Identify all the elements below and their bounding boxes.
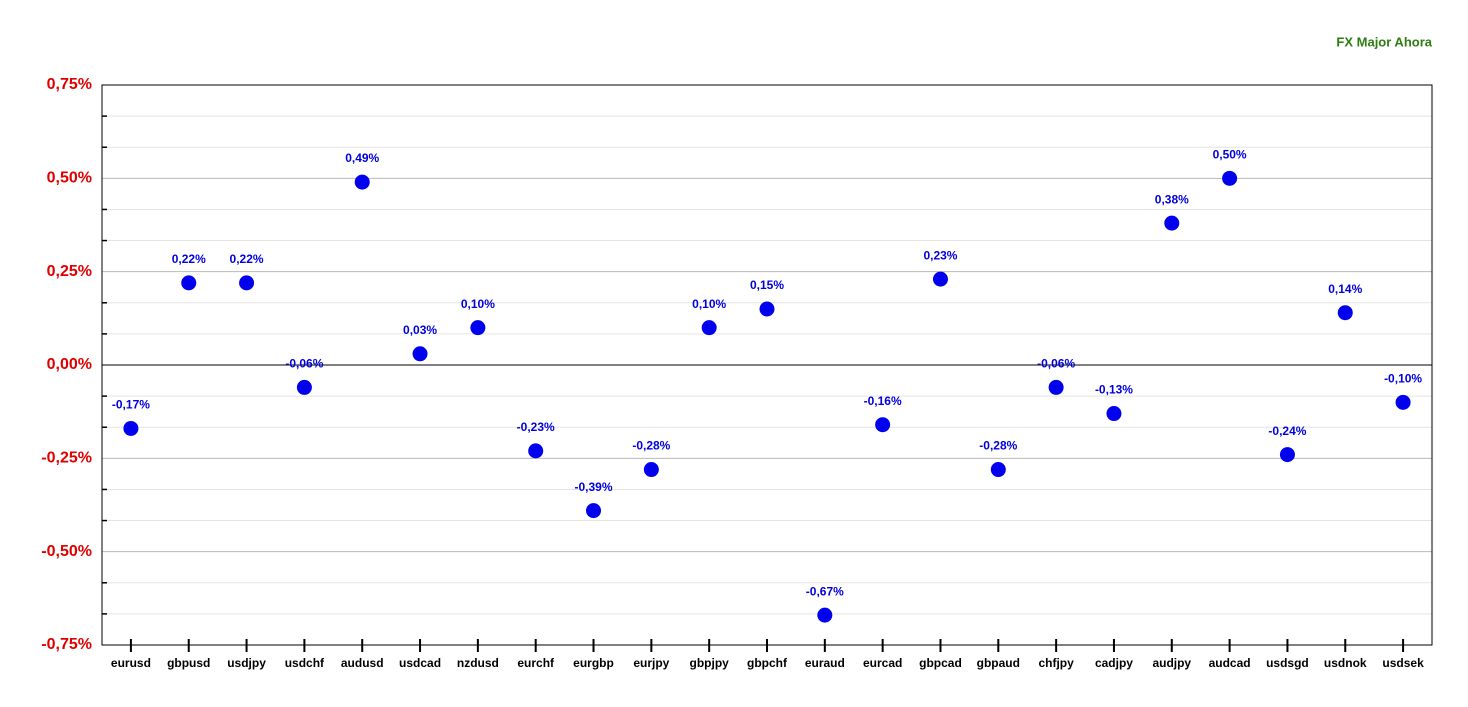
- value-label: -0,06%: [285, 357, 323, 371]
- dot: [354, 174, 370, 190]
- value-label: 0,22%: [230, 252, 264, 266]
- dot: [1395, 394, 1411, 410]
- value-label: -0,17%: [112, 398, 150, 412]
- dot: [643, 462, 659, 478]
- value-label: -0,23%: [517, 420, 555, 434]
- y-tick-label: 0,25%: [47, 263, 92, 280]
- value-label: 0,23%: [923, 248, 957, 262]
- value-label: 0,50%: [1213, 148, 1247, 162]
- x-tick-label: usdnok: [1324, 656, 1367, 670]
- dot: [181, 275, 197, 291]
- dot: [932, 271, 948, 287]
- x-tick-label: audcad: [1209, 656, 1251, 670]
- x-tick-label: eurusd: [111, 656, 151, 670]
- x-tick-label: chfjpy: [1038, 656, 1074, 670]
- dot: [1048, 379, 1064, 395]
- dot: [1279, 447, 1295, 463]
- chart-title: FX Major Ahora: [1336, 34, 1432, 49]
- dot: [470, 320, 486, 336]
- x-tick-label: gbpaud: [977, 656, 1020, 670]
- value-label: -0,28%: [632, 439, 670, 453]
- dot: [1106, 406, 1122, 422]
- dot: [123, 420, 139, 436]
- dot: [1337, 305, 1353, 321]
- x-tick-label: usdsek: [1382, 656, 1424, 670]
- y-tick-label: 0,50%: [47, 170, 92, 187]
- x-tick-label: nzdusd: [457, 656, 499, 670]
- dot: [1222, 170, 1238, 186]
- value-label: 0,15%: [750, 278, 784, 292]
- y-tick-label: 0,00%: [47, 356, 92, 373]
- value-label: -0,67%: [806, 584, 844, 598]
- x-tick-label: gbpchf: [747, 656, 788, 670]
- y-tick-label: -0,25%: [41, 450, 92, 467]
- x-tick-label: eurjpy: [633, 656, 669, 670]
- x-tick-label: gbpcad: [919, 656, 962, 670]
- x-tick-label: audjpy: [1152, 656, 1191, 670]
- x-tick-label: eurcad: [863, 656, 902, 670]
- x-tick-label: euraud: [805, 656, 845, 670]
- value-label: -0,13%: [1095, 383, 1133, 397]
- dot: [239, 275, 255, 291]
- dot: [296, 379, 312, 395]
- value-label: -0,10%: [1384, 372, 1422, 386]
- x-tick-label: eurchf: [517, 656, 555, 670]
- x-tick-label: gbpusd: [167, 656, 210, 670]
- value-label: -0,24%: [1268, 424, 1306, 438]
- dot: [759, 301, 775, 317]
- value-label: 0,03%: [403, 323, 437, 337]
- x-tick-label: audusd: [341, 656, 384, 670]
- x-tick-label: usdsgd: [1266, 656, 1309, 670]
- x-tick-label: usdjpy: [227, 656, 266, 670]
- y-tick-label: -0,75%: [41, 636, 92, 653]
- x-tick-label: usdcad: [399, 656, 441, 670]
- x-tick-label: eurgbp: [573, 656, 614, 670]
- dot: [586, 503, 602, 519]
- value-label: 0,10%: [692, 297, 726, 311]
- dot: [817, 607, 833, 623]
- dot: [701, 320, 717, 336]
- value-label: -0,28%: [979, 439, 1017, 453]
- dot: [990, 462, 1006, 478]
- x-tick-label: gbpjpy: [690, 656, 730, 670]
- dot: [1164, 215, 1180, 231]
- value-label: -0,16%: [864, 394, 902, 408]
- dot: [412, 346, 428, 362]
- value-label: 0,49%: [345, 151, 379, 165]
- value-label: -0,06%: [1037, 357, 1075, 371]
- value-label: 0,22%: [172, 252, 206, 266]
- y-tick-label: 0,75%: [47, 76, 92, 93]
- value-label: -0,39%: [575, 480, 613, 494]
- y-tick-label: -0,50%: [41, 543, 92, 560]
- value-label: 0,38%: [1155, 192, 1189, 206]
- value-label: 0,14%: [1328, 282, 1362, 296]
- value-label: 0,10%: [461, 297, 495, 311]
- x-tick-label: usdchf: [285, 656, 325, 670]
- dot: [528, 443, 544, 459]
- x-tick-label: cadjpy: [1095, 656, 1133, 670]
- dot: [875, 417, 891, 433]
